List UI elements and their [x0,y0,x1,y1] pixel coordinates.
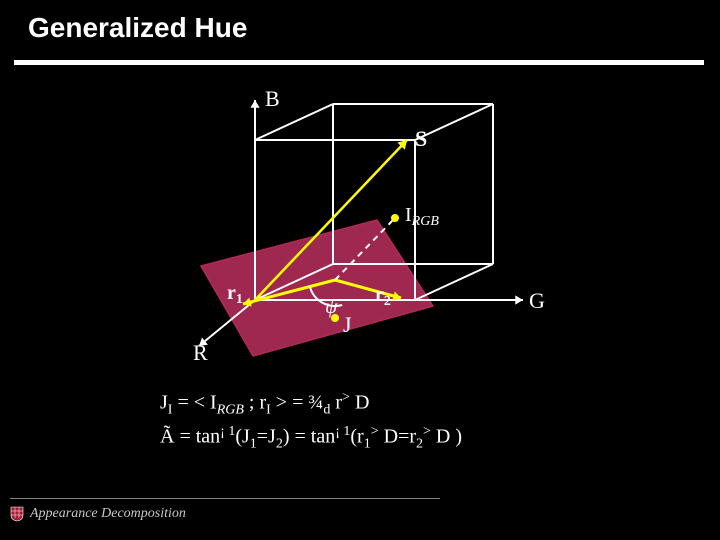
footer-rule [10,498,440,499]
diagram-frame: B G R S IRGB J r1 r2 ψ [185,90,545,370]
axis-label-b: B [265,86,280,112]
point-label-irgb: IRGB [405,204,439,230]
title-underline [14,60,704,65]
equation-1: JI = < IRGB ; rI > = ¾d r> D [160,390,369,419]
diagram-svg [185,90,545,370]
vector-label-r1: r1 [227,282,243,308]
footer-text: Appearance Decomposition [30,506,186,522]
equation-2: Ã = tan¡ 1(J1=J2) = tan¡ 1(r1> D=r2> D ) [160,424,462,453]
vector-label-r2: r2 [375,284,391,310]
vector-label-s: S [415,126,427,152]
slide: Generalized Hue B G R S IRGB J r1 r2 ψ J… [0,0,720,540]
axis-label-g: G [529,288,545,314]
slide-title: Generalized Hue [28,12,247,44]
harvard-shield-icon [10,506,24,522]
axis-label-r: R [193,340,208,366]
angle-label-psi: ψ [325,296,337,319]
point-label-j: J [343,312,352,338]
